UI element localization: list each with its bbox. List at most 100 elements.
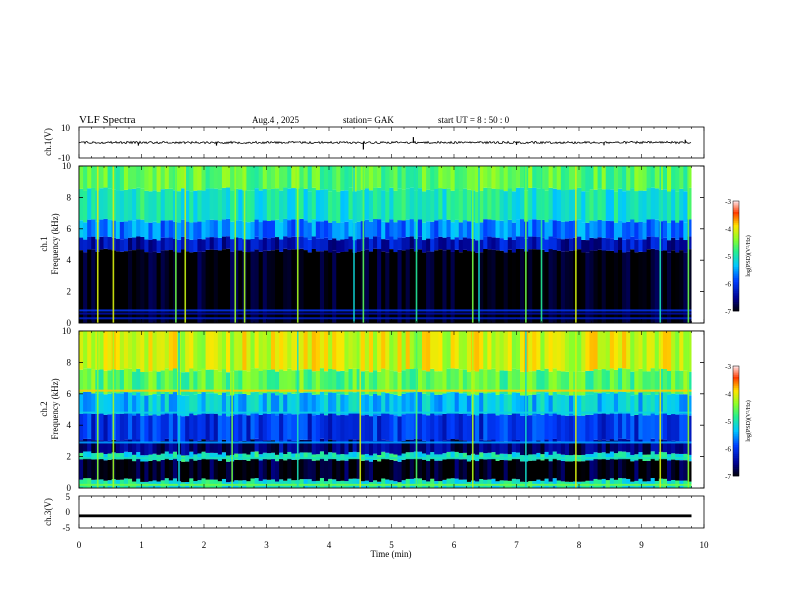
ytick-label: 8 bbox=[67, 192, 72, 202]
spectrogram-cell bbox=[303, 237, 309, 251]
spectrogram-cell bbox=[409, 439, 415, 453]
spectrogram-cell bbox=[475, 223, 480, 241]
colorbar-cell bbox=[733, 367, 739, 370]
ytick-label: 0 bbox=[67, 318, 72, 328]
spectrogram-cell bbox=[540, 249, 545, 323]
spectrogram-cell bbox=[393, 371, 398, 395]
spectrogram-cell bbox=[213, 188, 219, 221]
spectrogram-cell bbox=[564, 461, 570, 482]
spectrogram-cell bbox=[662, 368, 668, 393]
spectrogram-cell bbox=[148, 394, 153, 416]
spectrogram-cell bbox=[319, 368, 325, 392]
colorbar-cell bbox=[733, 285, 739, 288]
spectrogram-cell bbox=[450, 439, 456, 452]
spectrogram-cell bbox=[430, 251, 435, 323]
spectrogram-cell bbox=[128, 458, 133, 479]
spectrogram-cell bbox=[254, 457, 260, 479]
spectrogram-cell bbox=[164, 237, 170, 251]
spectral-line-2 bbox=[79, 411, 692, 414]
spectrogram-cell bbox=[356, 412, 362, 440]
spectrogram-cell bbox=[687, 415, 692, 443]
spectrogram-cell bbox=[279, 392, 284, 414]
spectral-line-4 bbox=[79, 483, 692, 486]
spectrogram-cell bbox=[193, 251, 198, 323]
spectrogram-cell bbox=[389, 370, 394, 394]
ch1-colorbar-label: log(PSD)(V²/Hz) bbox=[745, 235, 752, 276]
spectrogram-cell bbox=[520, 461, 525, 482]
spectrogram-cell bbox=[291, 414, 296, 441]
spectrogram-cell bbox=[287, 392, 292, 413]
spectrogram-cell bbox=[417, 412, 423, 440]
spectrogram-cell bbox=[409, 412, 415, 440]
spectrogram-cell bbox=[454, 478, 460, 488]
spectrogram-cell bbox=[181, 166, 186, 189]
spectrogram-cell bbox=[238, 237, 243, 251]
spectrogram-cell bbox=[597, 369, 603, 394]
spectrogram-cell bbox=[622, 412, 627, 440]
spectrogram-cell bbox=[401, 166, 407, 190]
spectrogram-cell bbox=[487, 331, 492, 370]
spectrogram-cell bbox=[597, 219, 603, 238]
spectrogram-cell bbox=[258, 441, 264, 455]
spectrogram-cell bbox=[618, 391, 623, 413]
spectrogram-cell bbox=[548, 395, 554, 416]
spectrogram-cell bbox=[230, 251, 235, 323]
colorbar-cell bbox=[733, 384, 739, 387]
spectrogram-cell bbox=[128, 331, 133, 369]
spectrogram-cell bbox=[328, 392, 333, 413]
spectrogram-cell bbox=[283, 460, 288, 481]
spectrogram-cell bbox=[303, 452, 309, 459]
spectrogram-cell bbox=[540, 460, 545, 481]
colorbar-cell bbox=[733, 437, 739, 440]
spectrogram-cell bbox=[213, 166, 219, 189]
spectrogram-cell bbox=[344, 371, 349, 395]
spectrogram-cell bbox=[315, 394, 321, 415]
spectrogram-cell bbox=[373, 236, 378, 249]
spectrogram-cell bbox=[144, 331, 149, 373]
spectrogram-cell bbox=[352, 191, 358, 223]
spectrogram-cell bbox=[401, 370, 407, 394]
spectrogram-cell bbox=[83, 190, 88, 223]
sferic-event-6 bbox=[296, 166, 299, 323]
spectrogram-cell bbox=[234, 440, 239, 454]
spectrogram-cell bbox=[475, 191, 480, 224]
spectrogram-cell bbox=[601, 458, 607, 479]
colorbar-cell bbox=[733, 274, 739, 277]
spectrogram-cell bbox=[667, 252, 672, 323]
spectrogram-cell bbox=[405, 369, 411, 393]
spectrogram-cell bbox=[307, 458, 313, 480]
colorbar-cell bbox=[733, 441, 739, 444]
spectrogram-cell bbox=[499, 331, 505, 371]
spectrogram-cell bbox=[148, 331, 153, 372]
spectrogram-cell bbox=[258, 239, 264, 252]
spectrogram-cell bbox=[83, 412, 88, 439]
spectrogram-cell bbox=[168, 250, 174, 323]
spectrogram-cell bbox=[287, 220, 292, 238]
spectrogram-cell bbox=[377, 442, 382, 456]
spectrogram-cell bbox=[520, 219, 525, 237]
colorbar-cell bbox=[733, 237, 739, 240]
spectrogram-cell bbox=[556, 331, 562, 371]
spectrogram-cell bbox=[91, 249, 96, 323]
spectrogram-cell bbox=[536, 413, 541, 441]
spectrogram-cell bbox=[213, 331, 219, 370]
spectrogram-cell bbox=[454, 249, 460, 323]
colorbar-cell bbox=[733, 252, 739, 255]
spectrogram-cell bbox=[646, 394, 652, 416]
spectrogram-cell bbox=[389, 236, 394, 250]
spectrogram-cell bbox=[266, 220, 272, 239]
spectrogram-cell bbox=[217, 394, 223, 416]
spectrogram-cell bbox=[687, 371, 692, 396]
spectrogram-cell bbox=[556, 250, 562, 323]
spectrogram-cell bbox=[107, 331, 113, 371]
spectrogram-cell bbox=[205, 188, 211, 220]
spectrogram-cell bbox=[613, 440, 619, 454]
spectrogram-cell bbox=[405, 249, 411, 323]
spectrogram-cell bbox=[283, 454, 288, 461]
spectrogram-cell bbox=[270, 188, 276, 221]
colorbar-cell bbox=[733, 290, 739, 293]
spectrogram-cell bbox=[438, 249, 443, 323]
spectrogram-cell bbox=[140, 415, 145, 443]
spectrogram-cell bbox=[520, 442, 525, 456]
spectrogram-cell bbox=[307, 166, 313, 192]
